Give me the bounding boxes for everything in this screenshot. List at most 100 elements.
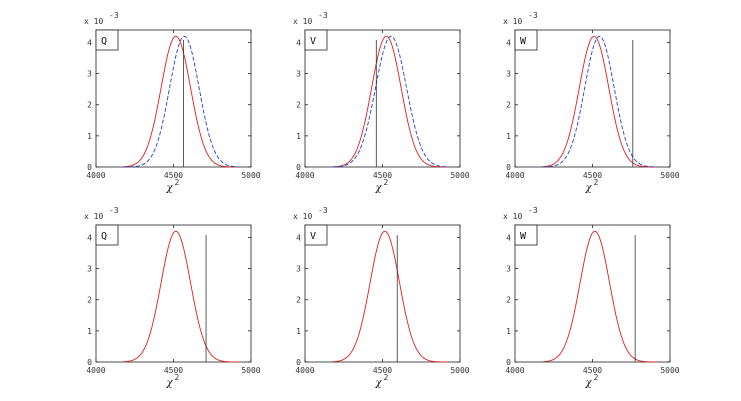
y-tick-label: 0 [87,163,92,172]
x-tick-label: 5000 [660,171,679,180]
y-tick-label: 1 [87,327,92,336]
x-axis-label: χ [374,183,382,194]
y-tick-label: 1 [506,327,511,336]
x-tick-label: 4000 [295,366,314,375]
x-axis-label-exponent: 2 [175,178,180,187]
y-tick-label: 2 [87,101,92,110]
y-tick-label: 2 [506,101,511,110]
x-axis-label: χ [584,183,592,194]
panel-label-box [514,224,538,246]
x-tick-label: 5000 [450,171,469,180]
y-tick-label: 4 [87,38,92,47]
y-multiplier: x 10 [503,212,522,221]
y-tick-label: 1 [296,327,301,336]
x-tick-label: 4000 [86,366,105,375]
y-multiplier-exponent: -3 [318,206,328,215]
x-tick-label: 4500 [583,171,602,180]
series-line-solid [542,230,658,363]
x-tick-label: 4500 [164,366,183,375]
y-multiplier-exponent: -3 [109,206,119,215]
x-axis-label-exponent: 2 [594,178,599,187]
x-tick-label: 5000 [450,366,469,375]
y-tick-label: 1 [296,132,301,141]
series-line-dashed [332,35,448,168]
x-tick-label: 4500 [164,171,183,180]
x-axis-label: χ [374,378,382,389]
series-line-solid [123,230,239,363]
x-axis-label: χ [165,378,173,389]
panel-label-box [95,224,119,246]
y-tick-label: 3 [296,265,301,274]
x-axis-label-exponent: 2 [175,373,180,382]
y-multiplier-exponent: -3 [528,206,538,215]
y-multiplier: x 10 [503,17,522,26]
plot-frame [95,29,252,168]
series-line-solid [332,35,448,168]
x-tick-label: 4500 [373,366,392,375]
panel-label: Q [101,231,107,242]
panel-label-box [304,29,328,51]
y-tick-label: 2 [506,296,511,305]
y-tick-label: 3 [296,70,301,79]
y-multiplier-exponent: -3 [109,11,119,20]
series-line-solid [123,35,239,168]
x-tick-label: 5000 [241,366,260,375]
x-tick-label: 4500 [373,171,392,180]
y-tick-label: 2 [87,296,92,305]
series-line-solid [332,230,448,363]
y-multiplier: x 10 [84,17,103,26]
panel-label: V [310,36,316,47]
plot-frame [304,224,461,363]
x-tick-label: 4500 [583,366,602,375]
panel-label-box [304,224,328,246]
plot-frame [514,29,671,168]
panel-label-box [95,29,119,51]
y-tick-label: 0 [296,163,301,172]
x-tick-label: 4000 [295,171,314,180]
panel-label-box [514,29,538,51]
y-multiplier: x 10 [84,212,103,221]
y-tick-label: 3 [506,265,511,274]
y-tick-label: 0 [296,358,301,367]
x-tick-label: 4000 [505,171,524,180]
panel-label: W [520,36,527,47]
y-tick-label: 0 [87,358,92,367]
panel-label: W [520,231,527,242]
y-multiplier-exponent: -3 [318,11,328,20]
x-tick-label: 5000 [241,171,260,180]
y-multiplier: x 10 [293,212,312,221]
y-tick-label: 4 [506,233,511,242]
series-line-solid [542,35,658,168]
series-line-dashed [542,35,658,168]
y-multiplier-exponent: -3 [528,11,538,20]
x-tick-label: 5000 [660,366,679,375]
panel-label: V [310,231,316,242]
y-tick-label: 3 [506,70,511,79]
plot-frame [514,224,671,363]
series-line-dashed [123,35,239,168]
x-tick-label: 4000 [86,171,105,180]
y-tick-label: 2 [296,101,301,110]
y-tick-label: 4 [296,38,301,47]
x-axis-label: χ [584,378,592,389]
y-tick-label: 4 [296,233,301,242]
y-tick-label: 1 [506,132,511,141]
x-axis-label-exponent: 2 [594,373,599,382]
x-axis-label-exponent: 2 [384,373,389,382]
y-tick-label: 2 [296,296,301,305]
y-tick-label: 3 [87,265,92,274]
y-tick-label: 0 [506,358,511,367]
x-axis-label: χ [165,183,173,194]
y-tick-label: 4 [87,233,92,242]
y-tick-label: 0 [506,163,511,172]
y-tick-label: 3 [87,70,92,79]
panel-label: Q [101,36,107,47]
y-tick-label: 4 [506,38,511,47]
y-multiplier: x 10 [293,17,312,26]
